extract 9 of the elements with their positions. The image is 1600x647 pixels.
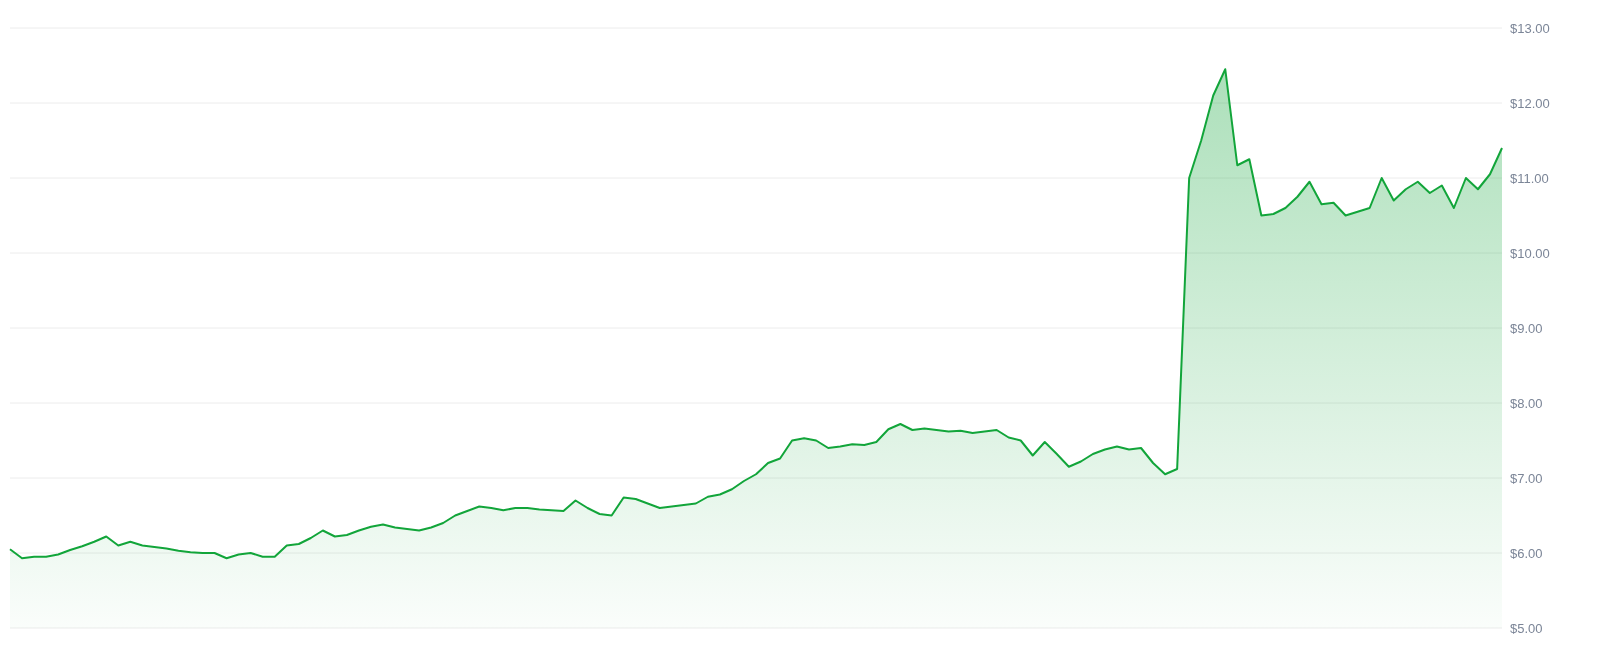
y-tick-label: $10.00 — [1510, 245, 1550, 261]
y-tick-label: $8.00 — [1510, 395, 1543, 411]
y-tick-label: $6.00 — [1510, 545, 1543, 561]
y-tick-label: $9.00 — [1510, 320, 1543, 336]
y-tick-label: $5.00 — [1510, 620, 1543, 636]
y-tick-label: $12.00 — [1510, 95, 1550, 111]
y-tick-label: $11.00 — [1510, 170, 1549, 186]
y-tick-label: $13.00 — [1510, 20, 1550, 36]
y-tick-label: $7.00 — [1510, 470, 1543, 486]
